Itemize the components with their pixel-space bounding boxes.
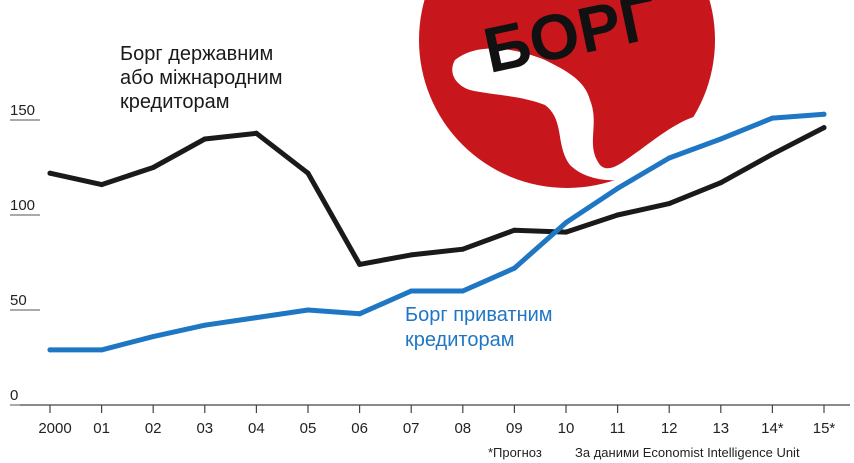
private-debt-point	[563, 220, 569, 226]
private-debt-point	[615, 185, 621, 191]
public-debt-point	[511, 227, 517, 233]
public-debt-point	[47, 170, 53, 176]
private-debt-point	[821, 111, 827, 117]
private-debt-point	[305, 307, 311, 313]
private-debt-point	[357, 311, 363, 317]
private-debt-point	[460, 288, 466, 294]
series-label-public-line3: кредиторам	[120, 91, 229, 113]
y-tick-label: 150	[10, 102, 35, 119]
public-debt-point	[460, 246, 466, 252]
private-debt-point	[511, 265, 517, 271]
y-tick-label: 50	[10, 292, 27, 309]
y-tick-label: 0	[10, 387, 18, 404]
private-debt-line	[47, 111, 827, 353]
x-tick-label: 06	[351, 420, 368, 437]
x-tick-label: 03	[196, 420, 213, 437]
y-tick-label: 100	[10, 197, 35, 214]
x-tick-label: 09	[506, 420, 523, 437]
public-debt-point	[202, 136, 208, 142]
private-debt-point	[408, 288, 414, 294]
series-label-private: Борг приватним кредиторам	[405, 304, 558, 351]
x-tick-label: 12	[661, 420, 678, 437]
x-tick-label: 07	[403, 420, 420, 437]
public-debt-point	[357, 261, 363, 267]
globe-continent-shape	[452, 48, 700, 181]
public-debt-point	[99, 182, 105, 188]
private-debt-point	[202, 322, 208, 328]
private-debt-point	[150, 334, 156, 340]
debt-globe-emblem: БОРГ	[419, 0, 715, 188]
x-tick-label: 11	[610, 420, 626, 437]
public-debt-point	[408, 252, 414, 258]
series-label-public-line1: Борг державним	[120, 43, 273, 65]
private-debt-point	[47, 347, 53, 353]
x-tick-label: 05	[300, 420, 317, 437]
x-tick-label: 08	[454, 420, 471, 437]
public-debt-point	[253, 130, 259, 136]
public-debt-point	[821, 125, 827, 131]
public-debt-point	[769, 151, 775, 157]
x-tick-label: 13	[712, 420, 729, 437]
public-debt-point	[305, 170, 311, 176]
public-debt-line	[47, 125, 827, 267]
x-tick-label: 04	[248, 420, 265, 437]
private-debt-point	[666, 155, 672, 161]
public-debt-point	[150, 165, 156, 170]
x-tick-label: 10	[558, 420, 575, 437]
footnote-source: За даними Economist Intelligence Unit	[575, 445, 800, 460]
x-tick-label: 02	[145, 420, 162, 437]
private-debt-point	[253, 315, 259, 321]
public-debt-point	[718, 180, 724, 186]
series-label-public: Борг державним або міжнародним кредитора…	[120, 43, 288, 113]
public-debt-point	[666, 201, 672, 207]
private-debt-point	[99, 347, 105, 353]
public-debt-point	[615, 212, 621, 218]
series-label-private-line1: Борг приватним	[405, 304, 553, 326]
x-axis: 2000 01 02 03 04 05 06 07 08 09 10 11 12 13 14* 15*	[20, 404, 850, 437]
series-lines	[47, 111, 827, 353]
x-tick-label: 14*	[761, 420, 784, 437]
x-tick-label: 2000	[38, 420, 71, 437]
public-debt-point	[563, 229, 569, 235]
private-debt-point	[769, 115, 775, 121]
y-axis: 0 50 100 150	[10, 102, 40, 406]
footnote-forecast: *Прогноз	[488, 445, 542, 460]
series-label-private-line2: кредиторам	[405, 329, 514, 351]
x-tick-label: 01	[93, 420, 110, 437]
x-tick-label: 15*	[813, 420, 836, 437]
series-label-public-line2: або міжнародним	[120, 67, 282, 89]
private-debt-point	[718, 136, 724, 142]
